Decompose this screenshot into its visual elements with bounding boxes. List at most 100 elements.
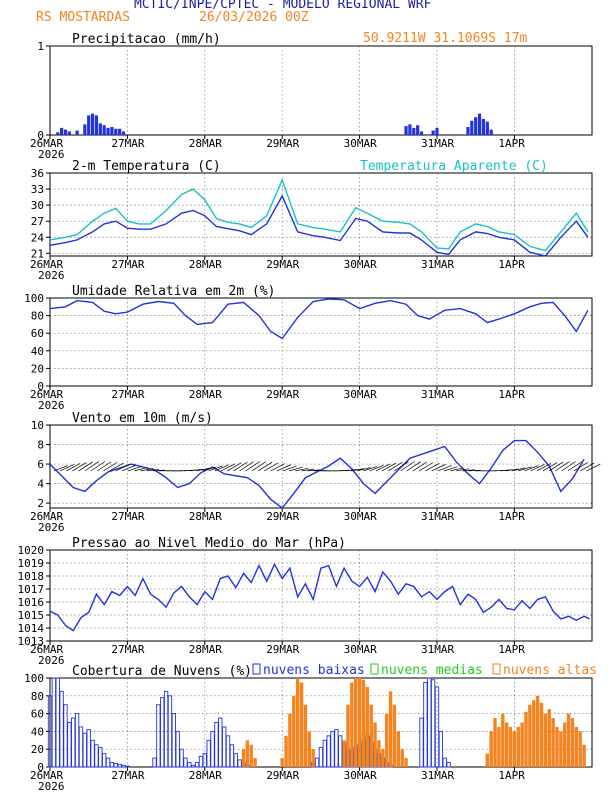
wind-barb — [512, 467, 526, 472]
y-tick-label: 1018 — [18, 570, 45, 583]
y-tick-label: 0 — [37, 129, 44, 142]
legend-medias-swatch — [370, 663, 379, 675]
cloud-bar-altas — [311, 749, 315, 767]
precip-bar — [75, 130, 79, 135]
cloud-bar-altas — [400, 749, 404, 767]
x-year-label: 2026 — [38, 780, 65, 792]
cloud-bar-baixas — [171, 713, 176, 768]
panel-4-frame — [49, 424, 593, 509]
cloud-bar-baixas — [117, 763, 122, 768]
cloud-bar-baixas — [105, 757, 111, 768]
cloud-bar-altas — [493, 718, 497, 767]
wind-barb — [400, 461, 415, 472]
cloud-bar-altas — [384, 713, 389, 767]
cloud-bar-altas — [342, 740, 346, 767]
y-tick-label: 100 — [24, 292, 44, 305]
y-tick-label: 0 — [37, 761, 44, 774]
wind-barb — [103, 461, 118, 472]
cloud-bar-altas — [551, 718, 555, 767]
cloud-bar-altas — [512, 731, 517, 767]
series-line-temperatura — [49, 194, 589, 257]
wind-barb — [53, 465, 68, 472]
wind-barb — [59, 464, 75, 472]
precip-bar — [63, 129, 68, 135]
x-tick-label: 29MAR — [266, 388, 299, 401]
wind-barb — [381, 462, 397, 472]
wind-barb — [573, 461, 589, 472]
x-year-label: 2026 — [38, 654, 65, 667]
wind-barb — [388, 462, 403, 472]
precip-bar — [474, 117, 478, 135]
cloud-bar-baixas — [82, 732, 87, 768]
x-tick-label: 28MAR — [189, 258, 222, 271]
precip-bar — [466, 126, 470, 135]
cloud-bar-altas — [535, 695, 540, 767]
y-tick-label: 60 — [31, 708, 44, 721]
cloud-bar-altas — [299, 682, 304, 767]
cloud-bar-baixas — [419, 717, 424, 768]
x-tick-label: 26MAR — [30, 388, 63, 401]
precip-bar — [408, 124, 412, 135]
y-tick-label: 8 — [37, 439, 44, 452]
panel-title: Umidade Relativa em 2m (%) — [72, 284, 276, 299]
cloud-bar-altas — [485, 753, 490, 767]
wind-barb — [437, 465, 452, 472]
wind-barb — [536, 463, 552, 472]
cloud-bar-baixas — [163, 690, 169, 768]
wind-barb — [530, 464, 545, 472]
cloud-bar-altas — [307, 731, 311, 767]
y-tick-label: 1 — [37, 40, 44, 53]
x-tick-label: 27MAR — [111, 388, 144, 401]
precip-bar — [431, 130, 435, 135]
cloud-bar-baixas — [218, 717, 223, 768]
legend-altas-label: nuvens altas — [503, 663, 597, 678]
precip-bar — [56, 132, 60, 135]
y-tick-label: 33 — [31, 183, 44, 196]
chart-title: MCTIC/INPE/CPTEC - MODELO REGIONAL WRF — [134, 0, 432, 12]
cloud-bar-baixas — [314, 757, 320, 768]
cloud-bar-baixas — [338, 735, 343, 768]
x-tick-label: 31MAR — [421, 388, 454, 401]
cloud-bar-altas — [508, 726, 513, 767]
y-tick-label: 0 — [37, 380, 44, 393]
cloud-bar-baixas — [202, 753, 207, 768]
cloud-bar-altas — [350, 682, 354, 767]
x-tick-label: 29MAR — [266, 137, 299, 150]
cloud-bar-baixas — [90, 739, 95, 768]
x-tick-label: 31MAR — [421, 510, 454, 523]
y-tick-label: 60 — [31, 327, 44, 340]
wind-barb — [264, 462, 279, 472]
cloud-bar-altas — [381, 749, 385, 767]
precip-bar — [489, 129, 493, 135]
wind-barb — [468, 469, 481, 472]
cloud-bar-altas — [582, 744, 586, 767]
cloud-bar-altas — [532, 700, 536, 767]
wind-barb — [90, 461, 106, 472]
y-tick-label: 6 — [37, 458, 44, 471]
precip-bar — [94, 115, 99, 135]
x-tick-label: 31MAR — [421, 258, 454, 271]
wind-barb — [190, 468, 203, 472]
cloud-bar-altas — [563, 722, 567, 767]
cloud-bar-baixas — [221, 726, 227, 768]
x-tick-label: 31MAR — [421, 769, 454, 782]
y-tick-label: 2 — [37, 497, 44, 510]
cloud-bar-baixas — [59, 690, 64, 768]
wind-barb — [555, 461, 570, 472]
cloud-bar-baixas — [194, 762, 200, 768]
y-tick-label: 80 — [31, 690, 44, 703]
legend-altas-swatch — [492, 663, 501, 675]
cloud-bar-baixas — [334, 729, 339, 768]
x-tick-label: 26MAR — [30, 769, 63, 782]
cloud-bar-altas — [365, 686, 370, 767]
cloud-bar-baixas — [214, 722, 219, 768]
cloud-bar-altas — [280, 758, 284, 767]
cloud-bar-baixas — [51, 677, 57, 768]
cloud-bar-baixas — [187, 762, 192, 768]
legend-baixas-label: nuvens baixas — [263, 663, 365, 678]
cloud-bar-altas — [559, 731, 563, 767]
wind-barb — [419, 462, 434, 472]
cloud-bar-altas — [377, 740, 381, 767]
x-year-label: 2026 — [38, 269, 65, 282]
